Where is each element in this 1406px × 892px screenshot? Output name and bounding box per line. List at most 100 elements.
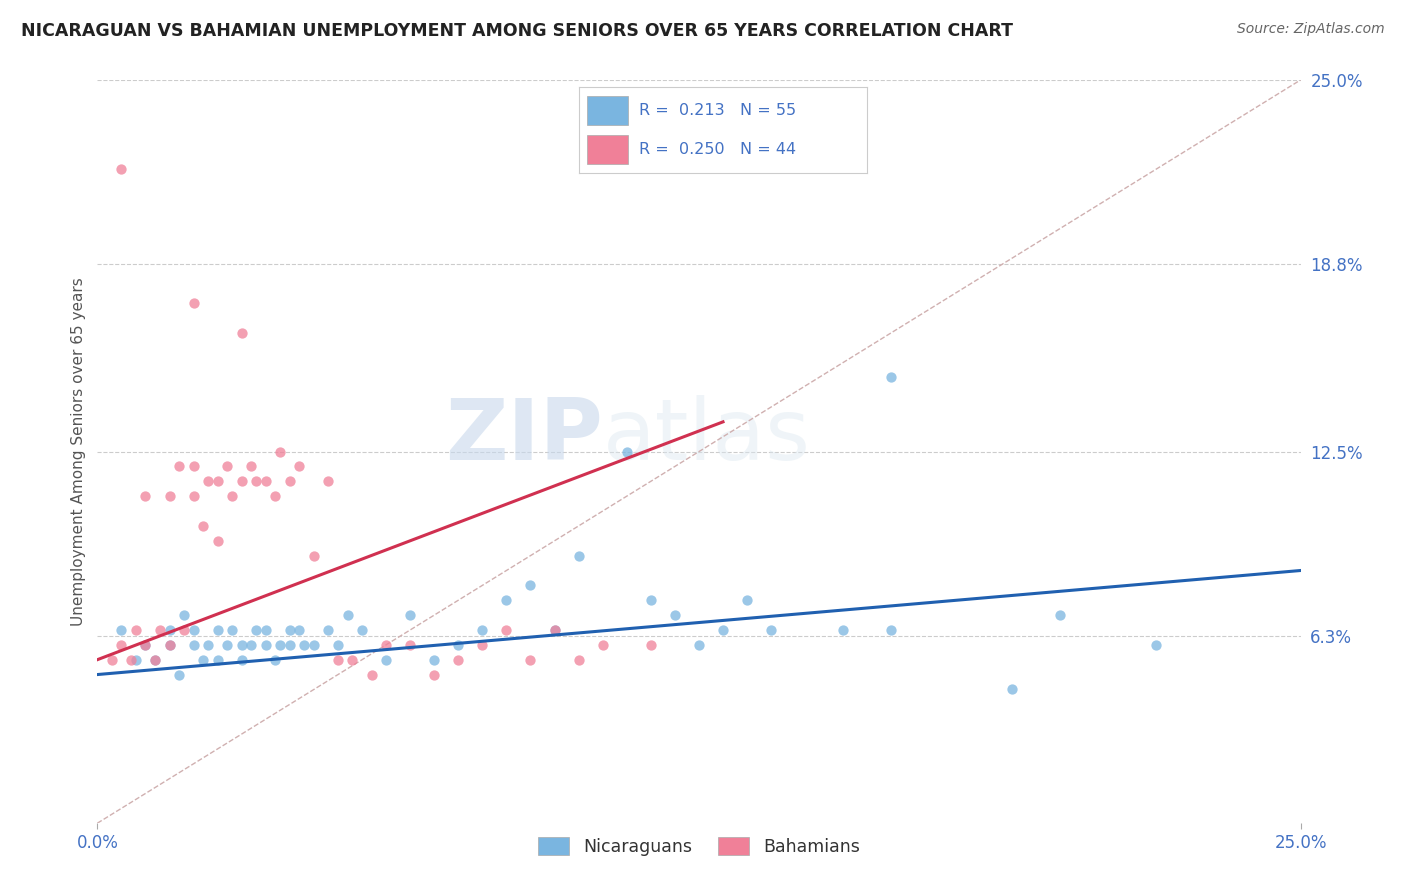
Point: [880, 370, 903, 384]
Point: [207, 653, 229, 667]
Point: [207, 623, 229, 637]
Point: [640, 593, 662, 607]
Point: [173, 623, 195, 637]
Legend: Nicaraguans, Bahamians: Nicaraguans, Bahamians: [531, 830, 868, 863]
Point: [125, 653, 148, 667]
Point: [240, 638, 263, 652]
Point: [193, 519, 215, 533]
Point: [592, 638, 614, 652]
Point: [183, 296, 205, 310]
Point: [1049, 608, 1071, 623]
Point: [342, 653, 364, 667]
Point: [217, 459, 239, 474]
Point: [519, 578, 541, 592]
Point: [193, 653, 215, 667]
Point: [110, 638, 132, 652]
Point: [640, 638, 662, 652]
Point: [495, 623, 517, 637]
Point: [302, 638, 325, 652]
Point: [543, 623, 565, 637]
Point: [302, 549, 325, 563]
Point: [183, 638, 205, 652]
Text: ZIP: ZIP: [444, 395, 603, 478]
Point: [336, 608, 359, 623]
Point: [183, 623, 205, 637]
Point: [360, 667, 382, 681]
Point: [101, 653, 124, 667]
Point: [120, 653, 142, 667]
Point: [423, 667, 446, 681]
Point: [375, 638, 398, 652]
Point: [288, 623, 311, 637]
Point: [221, 489, 243, 503]
Point: [269, 444, 291, 458]
Point: [197, 638, 219, 652]
Point: [1144, 638, 1167, 652]
Point: [759, 623, 782, 637]
Point: [735, 593, 758, 607]
Point: [149, 623, 172, 637]
Point: [231, 638, 253, 652]
Point: [264, 489, 287, 503]
Point: [568, 653, 591, 667]
Point: [159, 638, 181, 652]
Point: [221, 623, 243, 637]
Point: [167, 667, 190, 681]
Point: [519, 653, 541, 667]
Point: [269, 638, 291, 652]
Point: [183, 489, 205, 503]
Point: [326, 638, 349, 652]
Point: [245, 475, 267, 489]
Point: [375, 653, 398, 667]
Point: [143, 653, 166, 667]
Point: [134, 638, 156, 652]
Point: [254, 475, 277, 489]
Point: [423, 653, 446, 667]
Point: [173, 608, 195, 623]
Point: [110, 162, 132, 177]
Point: [568, 549, 591, 563]
Point: [447, 653, 470, 667]
Point: [288, 459, 311, 474]
Point: [326, 653, 349, 667]
Point: [217, 638, 239, 652]
Point: [207, 533, 229, 548]
Point: [110, 623, 132, 637]
Point: [231, 326, 253, 340]
Point: [471, 638, 494, 652]
Point: [543, 623, 565, 637]
Point: [688, 638, 710, 652]
Point: [197, 475, 219, 489]
Point: [471, 623, 494, 637]
Point: [159, 623, 181, 637]
Point: [399, 608, 422, 623]
Point: [254, 638, 277, 652]
Point: [245, 623, 267, 637]
Point: [134, 638, 156, 652]
Text: NICARAGUAN VS BAHAMIAN UNEMPLOYMENT AMONG SENIORS OVER 65 YEARS CORRELATION CHAR: NICARAGUAN VS BAHAMIAN UNEMPLOYMENT AMON…: [21, 22, 1014, 40]
Point: [231, 653, 253, 667]
Point: [664, 608, 686, 623]
Point: [880, 623, 903, 637]
Point: [832, 623, 855, 637]
Point: [207, 475, 229, 489]
Text: Source: ZipAtlas.com: Source: ZipAtlas.com: [1237, 22, 1385, 37]
Y-axis label: Unemployment Among Seniors over 65 years: Unemployment Among Seniors over 65 years: [72, 277, 86, 626]
Point: [159, 638, 181, 652]
Point: [1001, 682, 1024, 697]
Point: [352, 623, 374, 637]
Point: [231, 475, 253, 489]
Point: [240, 459, 263, 474]
Point: [711, 623, 734, 637]
Point: [264, 653, 287, 667]
Point: [318, 475, 340, 489]
Point: [183, 459, 205, 474]
Point: [143, 653, 166, 667]
Point: [254, 623, 277, 637]
Point: [292, 638, 315, 652]
Point: [399, 638, 422, 652]
Point: [278, 475, 301, 489]
Point: [167, 459, 190, 474]
Point: [278, 623, 301, 637]
Point: [447, 638, 470, 652]
